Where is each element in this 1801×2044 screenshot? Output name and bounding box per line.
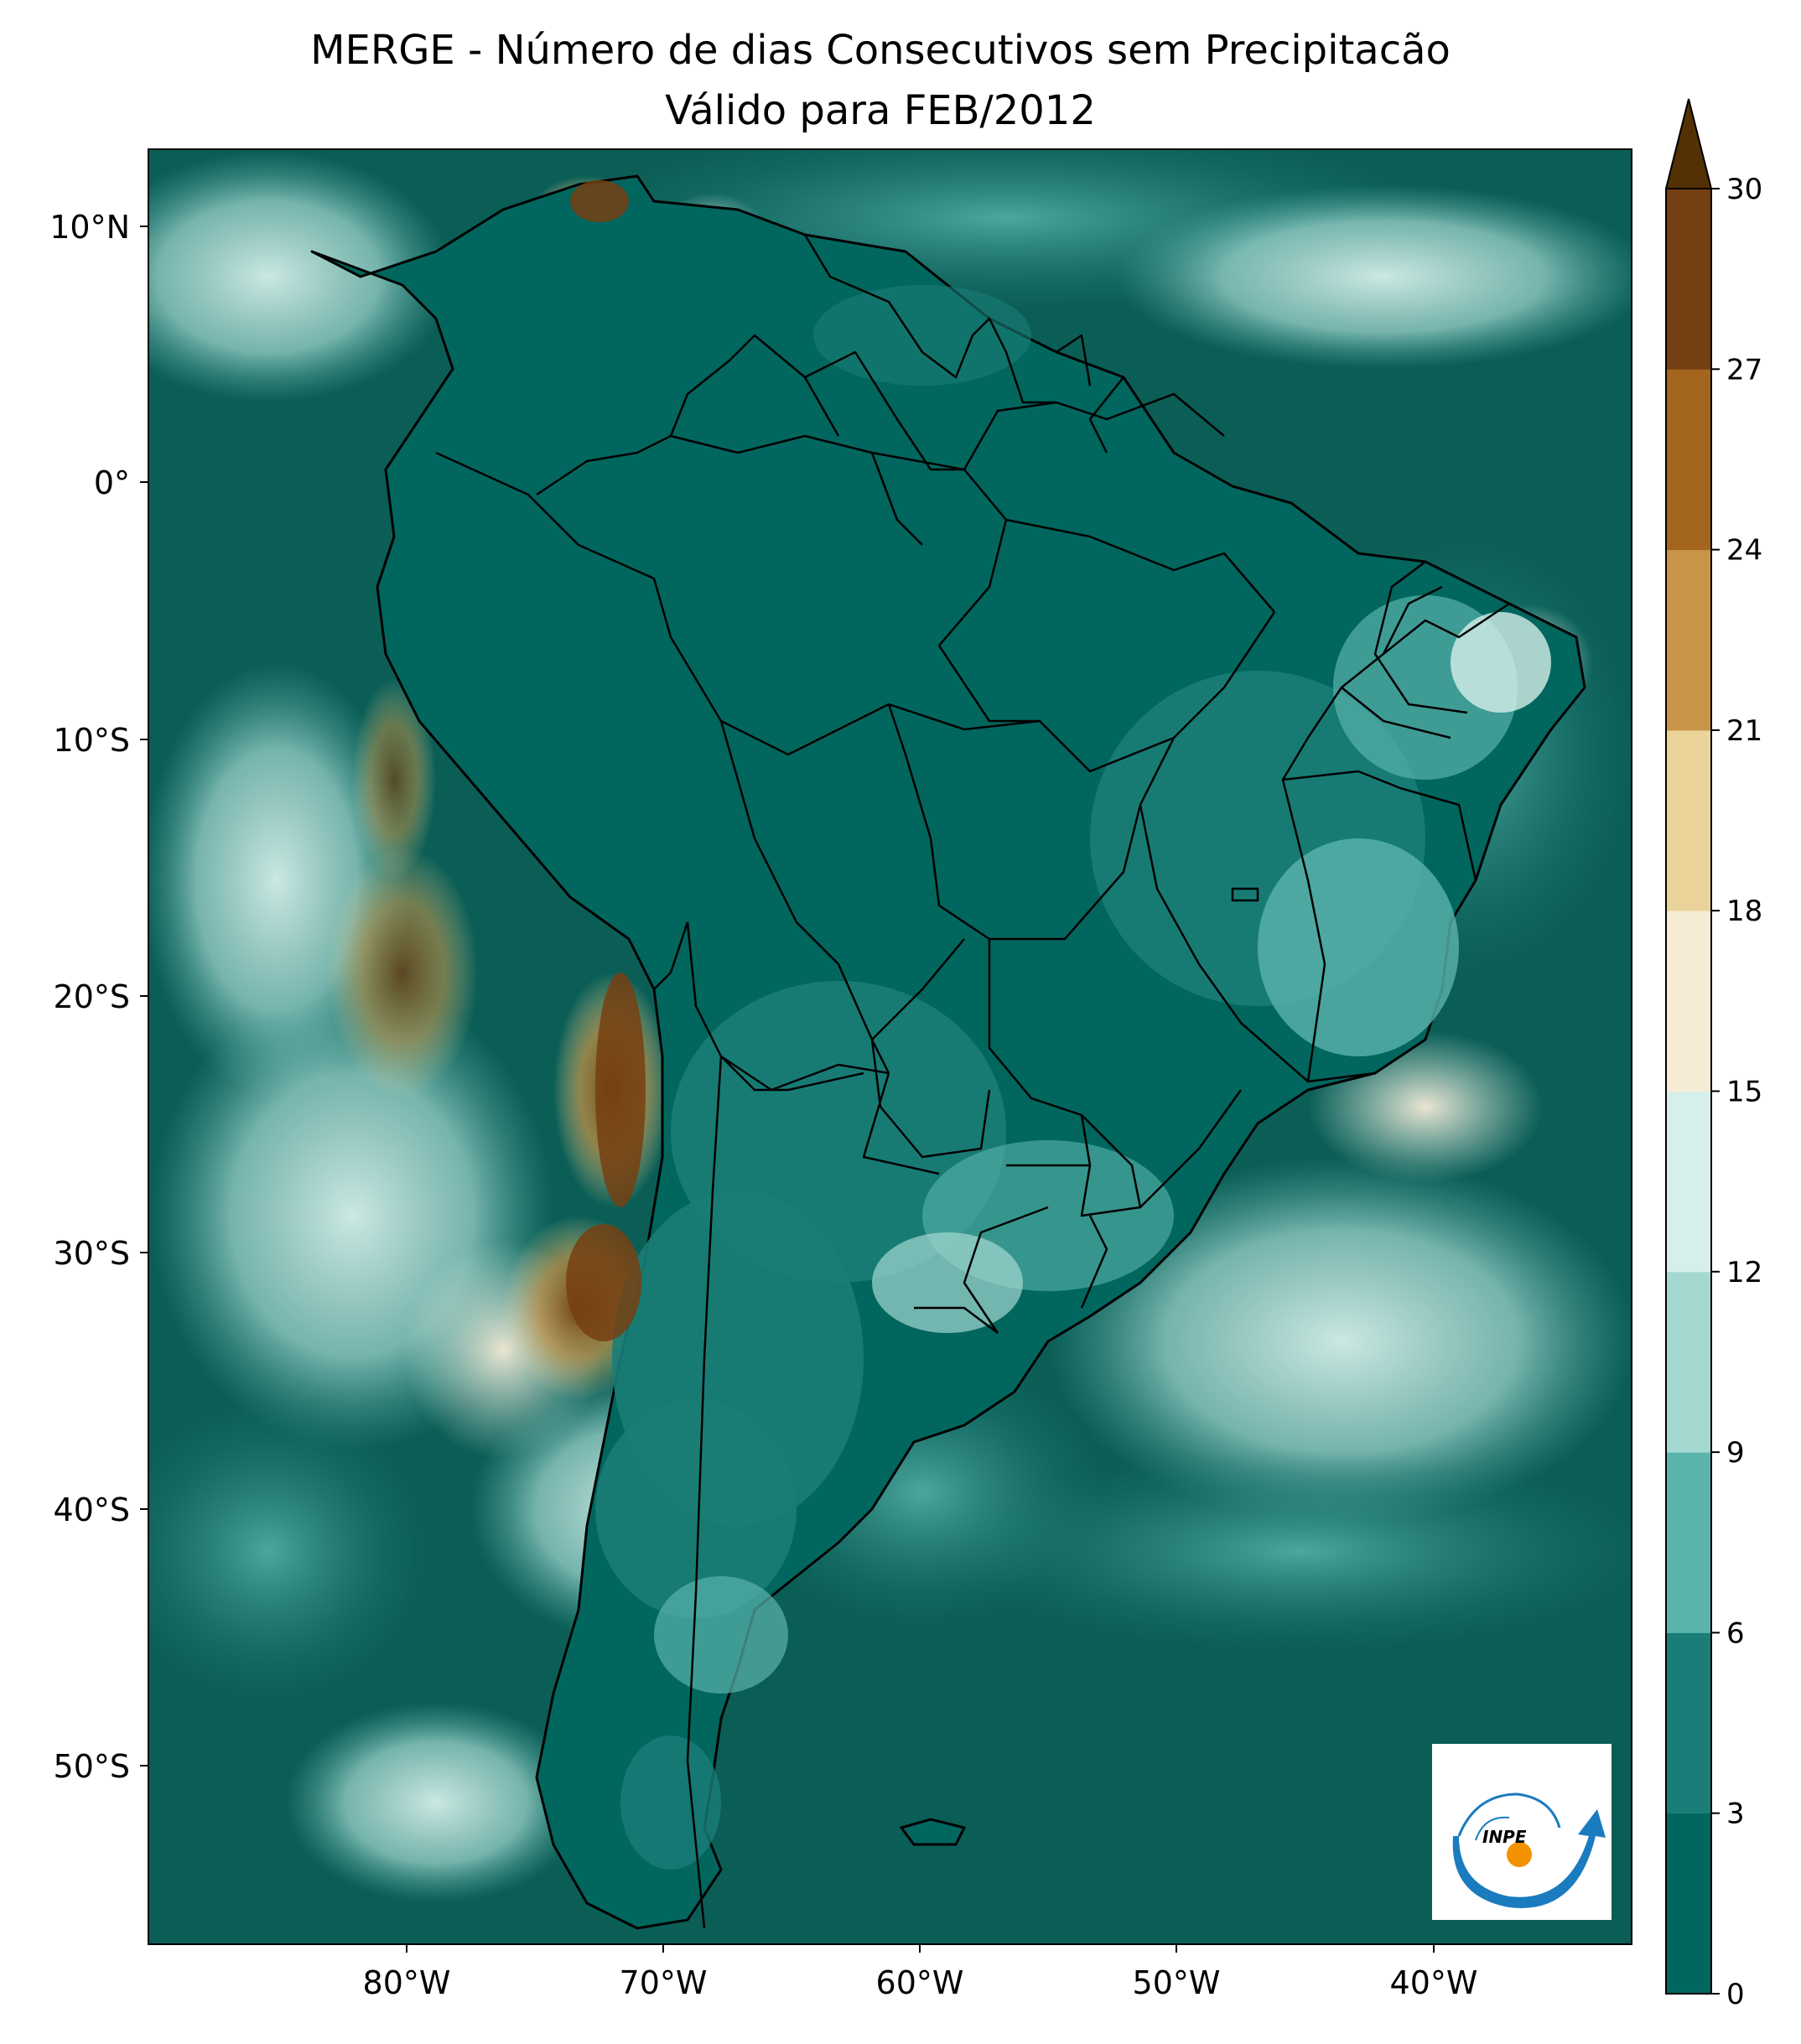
- lat-label-30s: 30°S: [54, 1235, 130, 1272]
- colorbar-tick-label: 21: [1726, 714, 1762, 748]
- colorbar-segment: [1666, 1091, 1711, 1273]
- title-line-2: Válido para FEB/2012: [665, 87, 1096, 134]
- lat-label-0: 0°: [94, 464, 130, 501]
- colorbar-segment: [1666, 729, 1711, 911]
- map-frame: [148, 148, 1632, 1945]
- colorbar-tick-label: 6: [1726, 1616, 1745, 1650]
- colorbar-tick-label: 18: [1726, 895, 1762, 928]
- colorbar-tick-label: 9: [1726, 1436, 1745, 1470]
- colorbar-segment: [1666, 1632, 1711, 1814]
- lat-label-10s: 10°S: [54, 722, 130, 759]
- colorbar-extend-arrow: [1664, 98, 1713, 189]
- colorbar: 0 3 6 9 12 15 18 21 24 27 30: [1664, 98, 1762, 2011]
- colorbar-tick-label: 0: [1726, 1978, 1745, 2011]
- lon-label-50w: 50°W: [1133, 1964, 1221, 2001]
- longitude-axis: [406, 1944, 1435, 1953]
- colorbar-segment: [1666, 1271, 1711, 1453]
- longitude-labels: 80°W 70°W 60°W 50°W 40°W: [363, 1964, 1478, 2001]
- title-line-1: MERGE - Número de dias Consecutivos sem …: [310, 27, 1451, 74]
- colorbar-segment: [1666, 369, 1711, 551]
- latitude-axis: [140, 226, 148, 1766]
- lat-label-20s: 20°S: [54, 978, 130, 1015]
- colorbar-segment: [1666, 189, 1711, 370]
- lon-label-40w: 40°W: [1390, 1964, 1478, 2001]
- colorbar-tick-label: 3: [1726, 1798, 1745, 1831]
- lon-label-80w: 80°W: [363, 1964, 451, 2001]
- logo-text: INPE: [1482, 1827, 1527, 1847]
- lat-label-10n: 10°N: [49, 209, 130, 246]
- inpe-logo-icon: [1452, 1792, 1606, 1908]
- colorbar-segment: [1666, 549, 1711, 731]
- falkland-islands: [899, 1818, 967, 1846]
- lat-label-50s: 50°S: [54, 1748, 130, 1785]
- map-area: [148, 149, 1632, 1944]
- lon-label-60w: 60°W: [876, 1964, 964, 2001]
- lon-label-70w: 70°W: [620, 1964, 708, 2001]
- colorbar-tick-label: 15: [1726, 1076, 1762, 1109]
- lat-label-40s: 40°S: [54, 1491, 130, 1528]
- colorbar-tick-label: 30: [1726, 173, 1762, 206]
- colorbar-tick-label: 24: [1726, 534, 1762, 568]
- inpe-logo: INPE: [1432, 1744, 1612, 1920]
- colorbar-segment: [1666, 1813, 1711, 1995]
- political-borders: [435, 234, 1510, 1929]
- colorbar-tick-label: 12: [1726, 1256, 1762, 1289]
- colorbar-segment: [1666, 1452, 1711, 1633]
- colorbar-segments: [1666, 189, 1711, 1995]
- latitude-labels: 10°N 0° 10°S 20°S 30°S 40°S 50°S: [49, 209, 130, 1785]
- colorbar-segment: [1666, 910, 1711, 1092]
- colorbar-tick-label: 27: [1726, 353, 1762, 386]
- colorbar-ticks: 0 3 6 9 12 15 18 21 24 27 30: [1711, 173, 1762, 2011]
